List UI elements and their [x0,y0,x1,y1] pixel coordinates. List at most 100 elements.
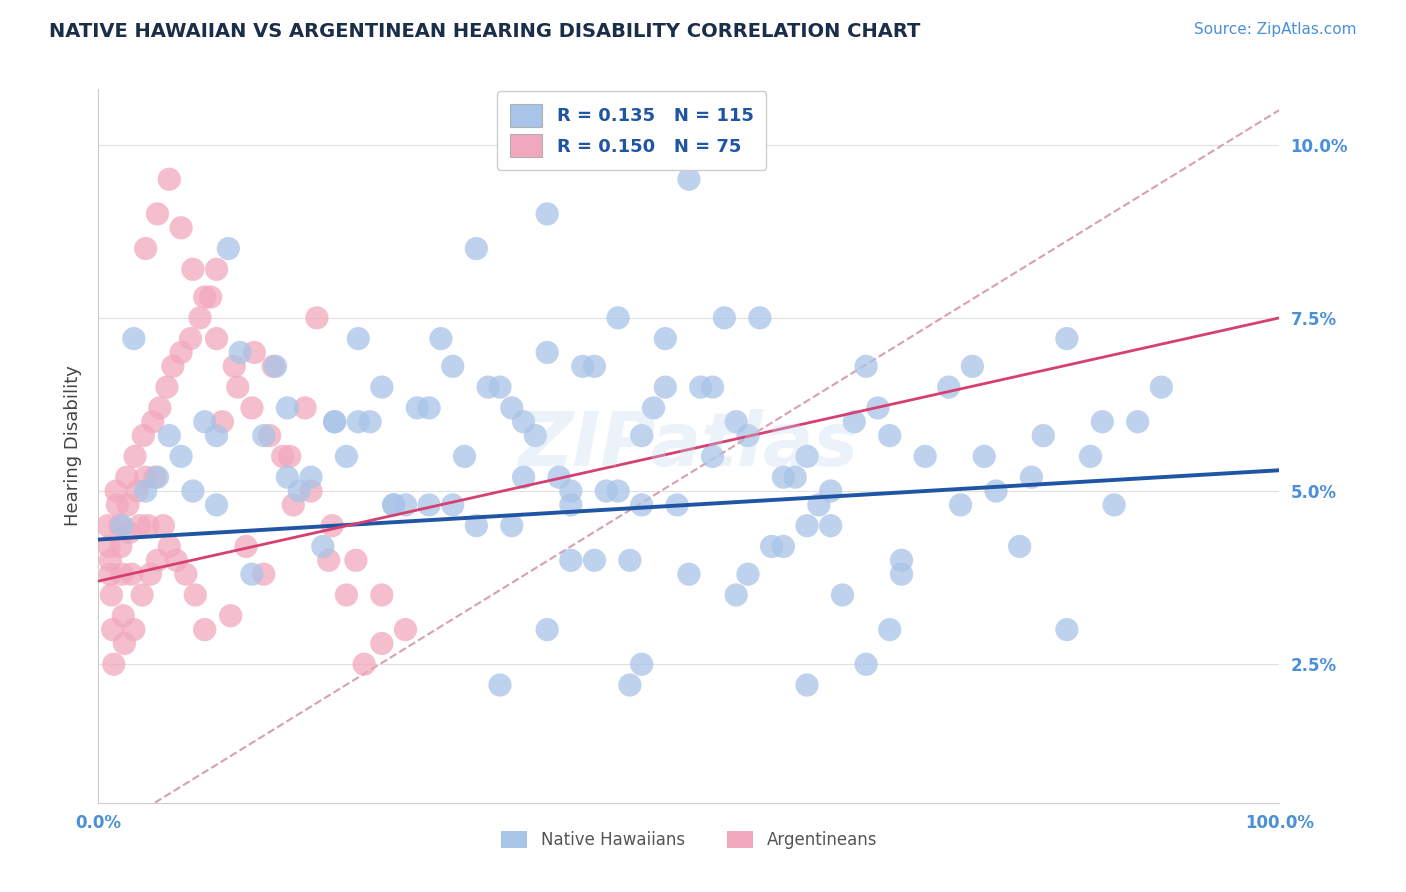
Point [146,470,169,484]
Point [132,428,155,442]
Point [194,290,217,304]
Point [194,415,217,429]
Point [962,359,984,374]
Point [984,483,1007,498]
Point [477,380,499,394]
Y-axis label: Hearing Disability: Hearing Disability [63,366,82,526]
Point [713,310,735,325]
Point [101,623,124,637]
Point [264,359,287,374]
Point [347,332,370,346]
Point [105,483,128,498]
Point [180,332,202,346]
Point [524,428,547,442]
Point [548,470,571,484]
Point [253,428,276,442]
Point [1150,380,1173,394]
Point [560,553,582,567]
Point [294,401,316,415]
Point [536,623,558,637]
Point [359,415,381,429]
Point [1008,540,1031,554]
Point [772,470,794,484]
Point [194,623,217,637]
Point [441,359,464,374]
Point [98,567,121,582]
Point [748,310,770,325]
Point [157,540,180,554]
Point [371,380,394,394]
Point [654,332,676,346]
Point [583,359,606,374]
Point [146,553,169,567]
Point [914,450,936,464]
Point [737,567,759,582]
Point [1102,498,1125,512]
Point [111,567,134,582]
Point [118,525,141,540]
Point [105,498,128,512]
Point [394,498,416,512]
Point [162,359,184,374]
Point [512,415,534,429]
Point [149,401,172,415]
Point [890,567,912,582]
Point [619,553,641,567]
Point [382,498,405,512]
Point [1126,415,1149,429]
Point [453,450,475,464]
Point [785,470,807,484]
Point [111,518,134,533]
Point [205,332,228,346]
Point [243,345,266,359]
Point [1056,623,1078,637]
Point [382,498,405,512]
Point [344,553,367,567]
Point [607,483,630,498]
Point [807,498,830,512]
Point [501,518,523,533]
Point [181,262,204,277]
Point [146,207,169,221]
Point [217,242,239,256]
Point [725,415,748,429]
Point [571,359,593,374]
Point [226,380,249,394]
Point [128,518,150,533]
Point [678,172,700,186]
Text: NATIVE HAWAIIAN VS ARGENTINEAN HEARING DISABILITY CORRELATION CHART: NATIVE HAWAIIAN VS ARGENTINEAN HEARING D… [49,22,921,41]
Point [299,483,322,498]
Point [253,567,276,582]
Point [406,401,429,415]
Point [170,345,193,359]
Point [100,588,122,602]
Point [205,428,228,442]
Point [831,588,853,602]
Point [170,220,193,235]
Point [276,470,298,484]
Point [772,540,794,554]
Point [737,428,759,442]
Text: ZIPatlas: ZIPatlas [519,409,859,483]
Point [283,498,305,512]
Text: Source: ZipAtlas.com: Source: ZipAtlas.com [1194,22,1357,37]
Point [181,483,204,498]
Point [501,401,523,415]
Point [353,657,375,672]
Point [135,470,157,484]
Point [489,678,512,692]
Point [121,567,143,582]
Point [666,498,689,512]
Point [219,608,242,623]
Point [271,450,294,464]
Point [122,332,145,346]
Point [619,678,641,692]
Point [1021,470,1043,484]
Point [235,540,257,554]
Point [441,498,464,512]
Point [165,553,187,567]
Point [276,401,298,415]
Point [321,518,343,533]
Point [224,359,246,374]
Point [205,262,228,277]
